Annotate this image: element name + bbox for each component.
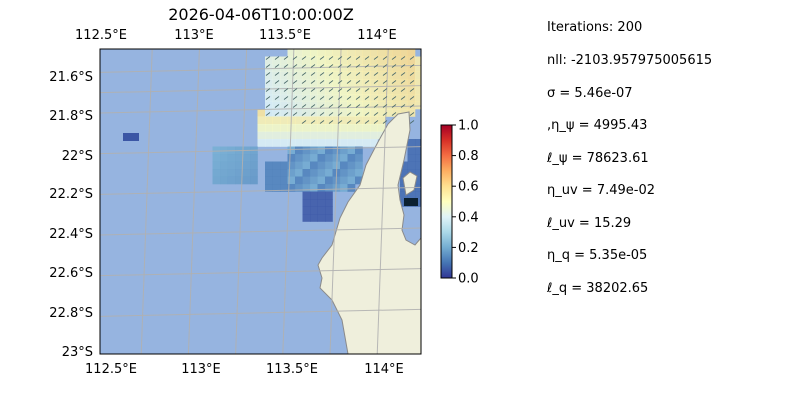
coastline-land: [317, 49, 421, 354]
velocity-arrows: [265, 56, 415, 124]
map-title: 2026-04-06T10:00:00Z: [168, 5, 354, 24]
map-frame: [99, 48, 422, 355]
lat-tick-label: 21.6°S: [49, 70, 93, 85]
lat-tick-label: 22°S: [62, 149, 93, 164]
stat-ell-uv: ℓ_uv = 15.29: [547, 216, 632, 231]
lon-tick-label-top: 113°E: [174, 28, 214, 43]
lon-tick-label-bottom: 113.5°E: [266, 362, 318, 377]
lon-tick-labels-top: 112.5°E 113°E 113.5°E 114°E: [75, 28, 397, 43]
colorbar-tick-label: 1.0: [458, 119, 479, 134]
stat-nll: nll: -2103.957975005615: [547, 53, 713, 68]
lon-tick-label-top: 112.5°E: [75, 28, 127, 43]
stat-eta-q: η_q = 5.35e-05: [547, 248, 648, 263]
stat-ell-q: ℓ_q = 38202.65: [547, 281, 649, 296]
colorbar-ticks: 0.0 0.2 0.4 0.6 0.8 1.0: [452, 119, 479, 287]
lat-tick-label: 22.8°S: [49, 306, 93, 321]
lon-tick-label-bottom: 113°E: [181, 362, 221, 377]
lon-tick-label-bottom: 112.5°E: [85, 362, 137, 377]
stat-iterations: Iterations: 200: [547, 20, 643, 35]
stat-ell-psi: ℓ_ψ = 78623.61: [547, 151, 649, 166]
lat-tick-label: 23°S: [62, 345, 93, 360]
coastline-island: [402, 171, 418, 196]
map-panel[interactable]: [100, 49, 423, 354]
stat-eta-uv: η_uv = 7.49e-02: [547, 183, 656, 198]
lon-tick-label-top: 114°E: [357, 28, 397, 43]
colorbar-tick-label: 0.0: [458, 272, 479, 287]
colorbar-tick-label: 0.2: [458, 241, 479, 256]
stat-sigma: σ = 5.46e-07: [547, 86, 633, 101]
lat-tick-label: 22.6°S: [49, 266, 93, 281]
lon-tick-labels-bottom: 112.5°E 113°E 113.5°E 114°E: [85, 362, 404, 377]
colorbar-tick-label: 0.4: [458, 210, 479, 225]
colorbar: [440, 124, 453, 279]
stat-eta-psi: ,η_ψ = 4995.43: [547, 118, 648, 133]
lon-tick-label-top: 113.5°E: [259, 28, 311, 43]
lat-tick-labels-left: 21.6°S 21.8°S 22°S 22.2°S 22.4°S 22.6°S 22.8°S…: [49, 70, 93, 360]
gridlines: [100, 49, 421, 354]
lon-tick-label-bottom: 114°E: [364, 362, 404, 377]
lat-tick-label: 22.2°S: [49, 187, 93, 202]
colorbar-tick-label: 0.8: [458, 149, 479, 164]
lat-tick-label: 22.4°S: [49, 227, 93, 242]
colorbar-tick-label: 0.6: [458, 180, 479, 195]
lat-tick-label: 21.8°S: [49, 109, 93, 124]
